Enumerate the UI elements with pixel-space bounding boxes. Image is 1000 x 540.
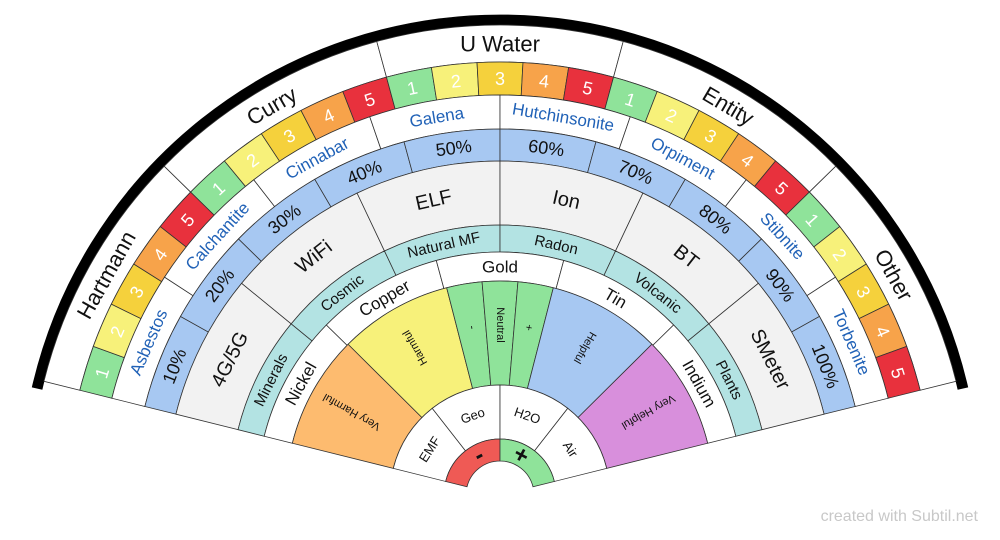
scale-label: + — [522, 323, 535, 331]
level-number: 2 — [450, 71, 462, 92]
plus-segment — [499, 438, 555, 488]
metal-label: Gold — [482, 258, 518, 277]
percent-label: 50% — [435, 136, 473, 161]
level-number: 3 — [495, 69, 505, 89]
level-number: 1 — [405, 78, 419, 100]
scale-label: - — [465, 324, 477, 330]
level-number: 5 — [581, 78, 595, 100]
level-number: 4 — [538, 71, 550, 92]
credit-text: created with Subtil.net — [820, 508, 978, 525]
scale-label: Neutral — [494, 307, 506, 342]
percent-label: 60% — [527, 136, 565, 161]
group-title: U Water — [460, 32, 540, 57]
